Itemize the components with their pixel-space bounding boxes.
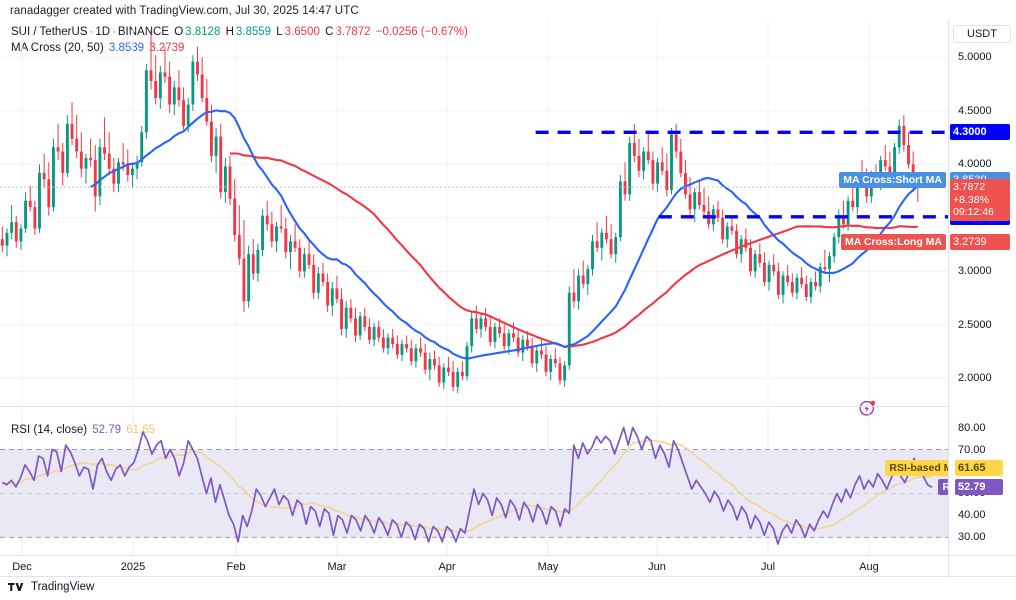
rsi-tick-70-00: 70.00 bbox=[958, 443, 986, 456]
rsi-ma-legend-value: 61.65 bbox=[126, 424, 156, 436]
short-ma-flag[interactable]: MA Cross:Short MA bbox=[839, 171, 946, 188]
resistance-level[interactable]: 4.3000 bbox=[950, 124, 1010, 141]
rsi-based-ma-flag[interactable]: RSI-based MA bbox=[885, 459, 964, 476]
low-key: L bbox=[276, 26, 283, 38]
tradingview-logo-icon bbox=[8, 583, 24, 591]
time-axis-right-divider bbox=[948, 556, 949, 578]
lightning-bolt-icon[interactable] bbox=[858, 398, 877, 417]
tradingview-brand-label: TradingView bbox=[31, 581, 95, 593]
ma-cross-long-value: 3.2739 bbox=[149, 41, 185, 54]
rsi-chart-svg[interactable] bbox=[0, 410, 948, 555]
price-tick-4-5000: 4.5000 bbox=[958, 104, 992, 117]
price-chart-pane[interactable] bbox=[0, 20, 948, 405]
open-key: O bbox=[174, 26, 184, 38]
price-chart-svg[interactable] bbox=[0, 20, 948, 405]
price-tick-2-5000: 2.5000 bbox=[958, 318, 992, 331]
time-label-mar: Mar bbox=[327, 561, 347, 573]
close-value: 3.7872 bbox=[335, 26, 371, 38]
last-price-tag[interactable]: 3.7872 +8.38% 09:12:46 bbox=[950, 179, 1010, 221]
rsi-based-ma-line bbox=[2, 439, 933, 533]
time-label-2025: 2025 bbox=[120, 561, 146, 573]
time-label-apr: Apr bbox=[438, 561, 456, 573]
rsi-tick-40-00: 40.00 bbox=[958, 509, 986, 522]
price-tick-3-0000: 3.0000 bbox=[958, 265, 992, 278]
price-tick-5-0000: 5.0000 bbox=[958, 51, 992, 64]
rsi-legend-row[interactable]: RSI (14, close) 52.79 61.65 bbox=[11, 424, 157, 438]
open-value: 3.8128 bbox=[185, 26, 221, 38]
chart-legend: SUI / TetherUS · 1D · BINANCE O 3.8128 H 3.855… bbox=[11, 26, 470, 55]
horizontal-level-lines[interactable] bbox=[535, 130, 948, 219]
rsi-line bbox=[1, 426, 933, 545]
price-axis[interactable]: USDT 5.0000 4.5000 4.0000 3.0000 2.5000 2.000… bbox=[948, 20, 1016, 555]
ma-cross-short-value: 3.8539 bbox=[108, 41, 145, 54]
short-ma-line bbox=[90, 109, 919, 360]
close-key: C bbox=[325, 26, 334, 38]
time-label-aug: Aug bbox=[859, 561, 879, 573]
rsi-based-ma-value[interactable]: 61.65 bbox=[955, 459, 1003, 476]
pane-divider bbox=[0, 406, 948, 407]
ma-cross-title[interactable]: MA Cross (20, 50) bbox=[11, 41, 104, 54]
time-label-dec: Dec bbox=[12, 561, 32, 573]
rsi-value[interactable]: 52.79 bbox=[955, 479, 1003, 496]
long-ma-line bbox=[229, 152, 918, 348]
high-key: H bbox=[225, 26, 234, 38]
last-price-change: +8.38% bbox=[953, 193, 989, 206]
change-value: −0.0256 (−0.67%) bbox=[375, 26, 468, 38]
price-tick-4-0000: 4.0000 bbox=[958, 158, 992, 171]
candlestick-series bbox=[0, 29, 920, 394]
interval-label[interactable]: 1D bbox=[95, 26, 111, 38]
time-label-may: May bbox=[537, 561, 559, 573]
axis-currency-label: USDT bbox=[953, 25, 1011, 43]
time-label-feb: Feb bbox=[226, 561, 246, 573]
long-ma-value[interactable]: 3.2739 bbox=[950, 234, 1010, 251]
rsi-legend-title[interactable]: RSI (14, close) bbox=[11, 424, 88, 436]
bar-countdown: 09:12:46 bbox=[953, 206, 994, 219]
rsi-legend-value: 52.79 bbox=[92, 424, 122, 436]
symbol-name[interactable]: SUI / TetherUS bbox=[11, 26, 88, 38]
price-gridlines bbox=[0, 20, 948, 405]
attribution-text: ranadagger created with TradingView.com,… bbox=[10, 5, 359, 17]
time-axis[interactable]: Dec 2025 Feb Mar Apr May Jun Jul Aug bbox=[0, 555, 1016, 578]
last-price-value: 3.7872 bbox=[953, 181, 986, 194]
exchange-label: BINANCE bbox=[117, 26, 170, 38]
indicator-legend-row[interactable]: MA Cross (20, 50) 3.8539 3.2739 bbox=[11, 42, 470, 56]
tradingview-footer: TradingView bbox=[8, 581, 94, 593]
long-ma-flag[interactable]: MA Cross:Long MA bbox=[840, 234, 946, 251]
rsi-chart-pane[interactable] bbox=[0, 410, 948, 555]
symbol-legend-row[interactable]: SUI / TetherUS · 1D · BINANCE O 3.8128 H 3.855… bbox=[11, 26, 468, 38]
time-label-jul: Jul bbox=[760, 561, 776, 573]
rsi-tick-80-00: 80.00 bbox=[958, 421, 986, 434]
high-value: 3.8559 bbox=[235, 26, 272, 38]
price-tick-2-0000: 2.0000 bbox=[958, 372, 992, 385]
time-label-jun: Jun bbox=[648, 561, 666, 573]
rsi-gridlines bbox=[0, 410, 948, 555]
rsi-tick-30-00: 30.00 bbox=[958, 531, 986, 544]
low-value: 3.6500 bbox=[284, 26, 320, 38]
